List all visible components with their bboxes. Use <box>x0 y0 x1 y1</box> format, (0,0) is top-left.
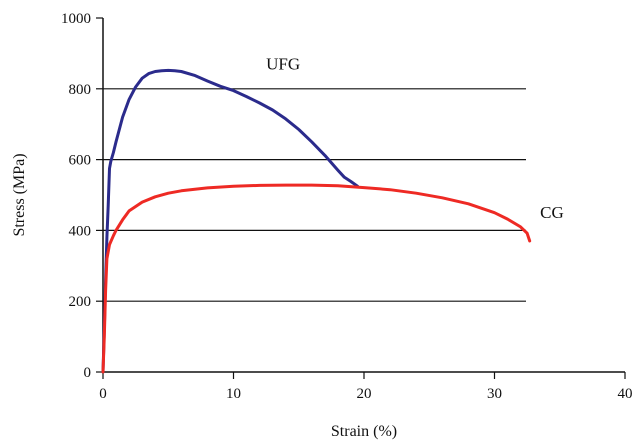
x-tick-label: 20 <box>357 386 372 402</box>
x-tick-label: 30 <box>487 386 502 402</box>
series-label-cg: CG <box>540 203 564 222</box>
y-tick-label: 0 <box>84 365 92 381</box>
x-axis-title: Strain (%) <box>331 423 397 440</box>
grid <box>103 88 526 302</box>
series-label-ufg: UFG <box>266 54 300 73</box>
x-tick-label: 10 <box>226 386 241 402</box>
y-tick-label: 200 <box>69 294 92 310</box>
series <box>101 68 532 374</box>
series-line-ufg <box>101 68 359 374</box>
y-tick-label: 1000 <box>61 11 91 27</box>
ticks: 0 200 400 600 800 1000 0 10 20 30 40 <box>61 11 633 402</box>
series-line-cg <box>101 183 532 374</box>
y-axis-title: Stress (MPa) <box>11 153 28 236</box>
x-tick-label: 0 <box>99 386 107 402</box>
y-tick-label: 400 <box>69 223 92 239</box>
labels: Strain (%) Stress (MPa) UFG CG <box>11 54 564 440</box>
x-tick-label: 40 <box>618 386 633 402</box>
y-tick-label: 600 <box>69 153 92 169</box>
y-tick-label: 800 <box>69 82 92 98</box>
